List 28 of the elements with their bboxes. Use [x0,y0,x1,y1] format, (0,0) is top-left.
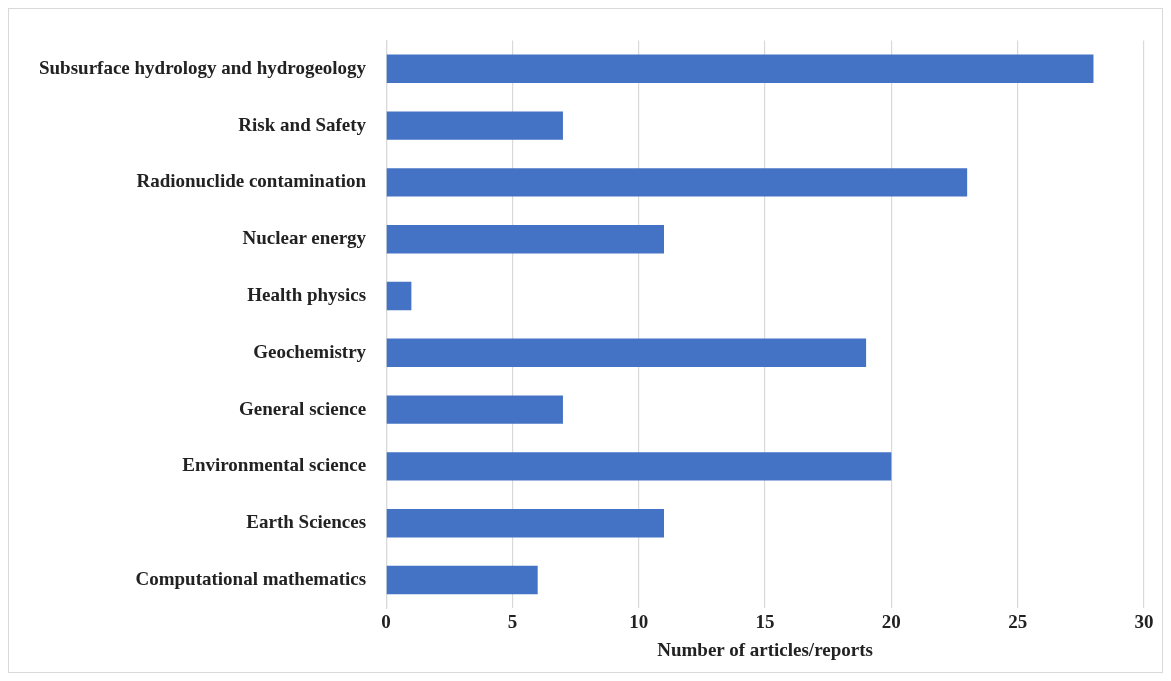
bar [386,452,892,481]
x-tick-label: 10 [629,610,649,632]
y-tick-label: Environmental science [182,454,367,476]
x-tick-label: 25 [1008,610,1028,632]
y-tick-label: Subsurface hydrology and hydrogeology [38,56,367,78]
bar [386,509,664,538]
bar [386,565,538,595]
y-tick-label: Nuclear energy [242,227,367,249]
y-tick-label: Computational mathematics [135,567,367,589]
y-tick-label: Earth Sciences [246,511,367,533]
y-tick-label: General science [238,397,367,419]
bar [386,54,1094,83]
bar [386,338,867,367]
x-tick-label: 0 [381,610,391,632]
bar [386,281,412,311]
y-tick-label: Geochemistry [253,340,367,362]
bar [386,111,563,140]
y-tick-label: Radionuclide contamination [136,170,367,192]
x-axis-title: Number of articles/reports [657,638,873,660]
bar [386,395,563,424]
y-tick-label: Risk and Safety [238,113,367,135]
bar [386,168,968,197]
x-tick-label: 5 [507,610,518,632]
x-tick-label: 15 [755,610,775,632]
y-tick-label: Health physics [247,283,367,305]
x-tick-label: 20 [881,610,901,632]
bar [386,225,664,254]
x-tick-label: 30 [1134,610,1154,632]
